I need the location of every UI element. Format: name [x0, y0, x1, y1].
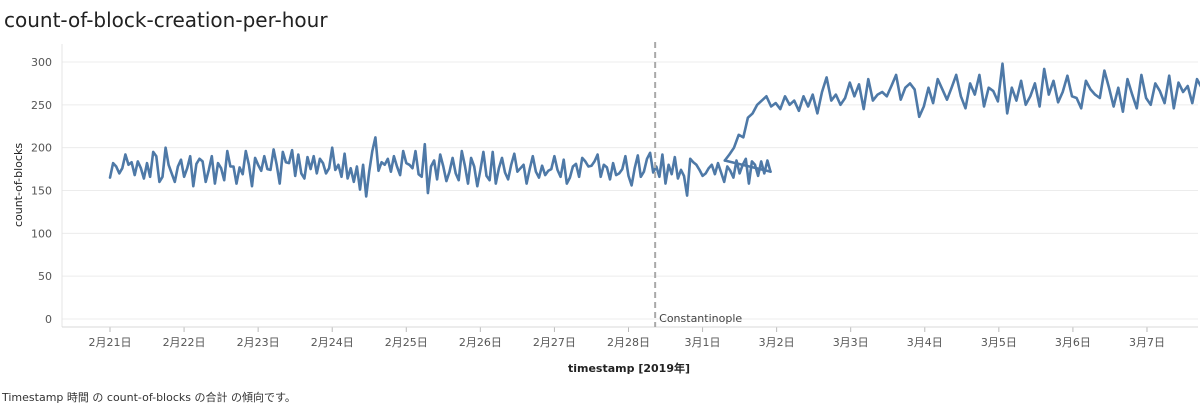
x-tick-label: 2月24日: [311, 336, 354, 349]
x-tick-label: 2月26日: [459, 336, 502, 349]
y-tick-label: 300: [31, 56, 52, 69]
x-tick-label: 3月3日: [833, 336, 869, 349]
x-tick-label: 2月22日: [163, 336, 206, 349]
x-tick-label: 3月7日: [1129, 336, 1165, 349]
y-axis-label: count-of-blocks: [12, 143, 25, 227]
x-tick-label: 3月5日: [981, 336, 1017, 349]
x-tick-label: 3月6日: [1055, 336, 1091, 349]
x-tick-label: 3月2日: [759, 336, 795, 349]
series-line-0: [108, 136, 772, 198]
x-tick-label: 2月28日: [607, 336, 650, 349]
chart-title: count-of-block-creation-per-hour: [4, 8, 328, 32]
y-tick-label: 50: [38, 270, 52, 283]
y-tick-label: 250: [31, 99, 52, 112]
x-axis-ticks: 2月21日 2月22日 2月23日 2月24日 2月25日 2月26日 2月27日 2月28日…: [89, 327, 1165, 349]
x-tick-label: 2月25日: [385, 336, 428, 349]
x-axis-label: timestamp [2019年]: [568, 361, 690, 375]
y-tick-label: 100: [31, 227, 52, 240]
y-tick-label: 0: [45, 313, 52, 326]
x-tick-label: 2月27日: [533, 336, 576, 349]
x-tick-label: 2月21日: [89, 336, 132, 349]
x-tick-label: 2月23日: [237, 336, 280, 349]
series-connector: [723, 159, 772, 173]
y-tick-label: 200: [31, 142, 52, 155]
x-tick-label: 3月1日: [685, 336, 721, 349]
gridlines: [61, 44, 1198, 327]
chart-caption: Timestamp 時間 の count-of-blocks の合計 の傾向です…: [2, 391, 296, 404]
series-lines: [108, 62, 1200, 198]
reference-line-label: Constantinople: [659, 312, 742, 325]
y-axis-ticks: 0 50 100 150 200 250 300: [31, 56, 52, 326]
y-tick-label: 150: [31, 185, 52, 198]
series-line-1: [723, 62, 1200, 162]
x-tick-label: 3月4日: [907, 336, 943, 349]
